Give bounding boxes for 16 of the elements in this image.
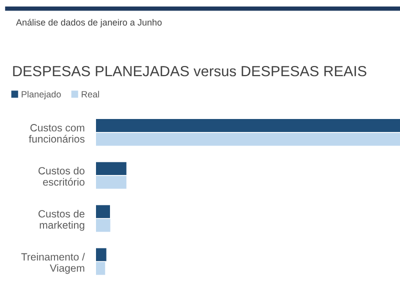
legend-label: Real xyxy=(82,90,100,98)
bar xyxy=(96,176,126,189)
y-tick-label: Treinamento / Viagem xyxy=(21,252,85,274)
bar xyxy=(96,262,106,275)
chart-subtitle: Análise de dados de janeiro a Junho xyxy=(16,18,162,28)
legend-label: Planejado xyxy=(22,90,61,100)
bar xyxy=(96,162,126,176)
chart-title: DESPESAS PLANEJADAS versus DESPESAS REAIS xyxy=(13,66,366,76)
y-tick-label: Custos de marketing xyxy=(38,210,84,231)
bar xyxy=(96,132,400,146)
y-tick-label: Custos com funcionários xyxy=(28,124,85,143)
bar xyxy=(96,218,110,232)
bar xyxy=(96,205,110,218)
bar xyxy=(96,119,400,132)
y-tick-label: Custos do escritório xyxy=(38,166,84,186)
bar xyxy=(96,248,106,262)
